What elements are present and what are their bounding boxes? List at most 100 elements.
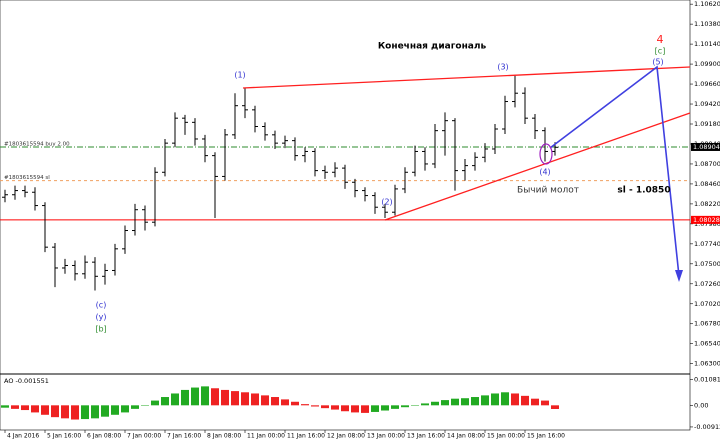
price-box [691,142,720,151]
ao-bar [371,405,379,412]
ao-bar [131,405,139,409]
ao-bar [171,393,179,406]
ao-bar [191,387,199,406]
ao-bar [431,401,439,406]
ao-bar [531,398,539,406]
ao-bar [551,405,559,409]
ao-bar [521,395,529,406]
plot-frame [0,0,691,431]
ao-bar [251,393,259,406]
y-tick-label: 1.09180 [694,120,720,128]
ao-bar [81,405,89,420]
ao-bar [91,405,99,419]
x-tick-label: 14 Jan 08:00 [447,433,485,440]
y-tick-label: 1.08220 [694,200,720,208]
ao-bar [41,405,49,415]
ao-bar [331,405,339,410]
x-tick-label: 15 Jan 16:00 [527,433,565,440]
ao-bar [391,405,399,409]
ao-bar [61,405,69,419]
x-tick-label: 4 Jan 2016 [7,433,39,440]
wave-label: (1) [234,71,245,80]
ao-bar [321,405,329,409]
x-tick-label: 13 Jan 16:00 [407,433,445,440]
ao-bar [361,405,369,413]
y-tick-label: 1.09900 [694,60,720,68]
ao-bar [221,389,229,406]
ao-bar [311,405,319,407]
wave-label: (c) [96,301,107,310]
x-tick-label: 8 Jan 08:00 [207,433,241,440]
ao-bar [511,393,519,406]
ao-bar [71,405,79,420]
ao-bar [341,405,349,412]
ao-bar [281,399,289,406]
ao-bar [451,398,459,406]
y-tick-label: 1.06300 [694,360,720,368]
y-tick-label: 1.09420 [694,100,720,108]
ao-bar [201,386,209,406]
wave-label: [c] [655,47,666,56]
wave-label: (4) [539,168,550,177]
ao-bar [421,403,429,406]
y-tick-label: 1.08460 [694,180,720,188]
y-tick-label: 1.10140 [694,40,720,48]
ao-bar [501,392,509,406]
x-tick-label: 13 Jan 00:00 [367,433,405,440]
ao-bar [461,398,469,406]
y-tick-label: 1.06780 [694,320,720,328]
ao-bar [121,405,129,413]
ao-bar [181,389,189,406]
ao-bar [291,401,299,406]
pattern-label: Бычий молот [517,186,579,196]
ao-bar [241,392,249,406]
ao-bar [111,405,119,415]
y-tick-label: 1.06540 [694,340,720,348]
x-tick-label: 7 Jan 16:00 [167,433,201,440]
ao-bar [351,405,359,413]
ao-bar [141,405,149,406]
ao-bar [211,388,219,406]
arrow-head [675,270,683,282]
ao-bar [491,393,499,406]
x-tick-label: 7 Jan 00:00 [127,433,161,440]
ao-bar [301,404,309,406]
price-box-label: 1.08904 [693,143,720,151]
ao-bar [21,405,29,411]
y-tick-label: 1.07740 [694,240,720,248]
ao-bar [441,400,449,406]
ao-bar [261,395,269,406]
ao-bar [101,405,109,417]
x-tick-label: 6 Jan 08:00 [87,433,121,440]
price-box [691,215,720,224]
ao-bar [481,395,489,406]
y-tick-label: 1.07500 [694,260,720,268]
ao-bar [231,391,239,406]
x-tick-label: 12 Jan 08:00 [327,433,365,440]
wave-label: (y) [96,313,107,322]
ao-bar [51,405,59,418]
y-tick-label: 1.10380 [694,20,720,28]
price-box-label: 1.08028 [693,216,720,224]
ao-bar [151,400,159,406]
hammer-circle [539,143,553,165]
ao-bar [541,400,549,406]
ao-bar [31,405,39,413]
x-tick-label: 11 Jan 16:00 [287,433,325,440]
ao-label: AO -0.001551 [4,377,49,385]
ao-bar [381,405,389,411]
ao-bar [411,405,419,406]
ao-tick-label: 0.01081 [694,376,720,384]
order-label: #1803615594 sl [4,175,50,181]
wedge-upper [242,66,691,89]
ao-bar [1,405,9,408]
wedge-lower [384,112,691,221]
ao-bar [271,397,279,406]
ao-tick-label: 0.00 [694,401,708,409]
x-tick-label: 11 Jan 00:00 [247,433,285,440]
y-tick-label: 1.07020 [694,300,720,308]
wave-label: [b] [95,325,106,334]
y-tick-label: 1.10620 [694,0,720,8]
